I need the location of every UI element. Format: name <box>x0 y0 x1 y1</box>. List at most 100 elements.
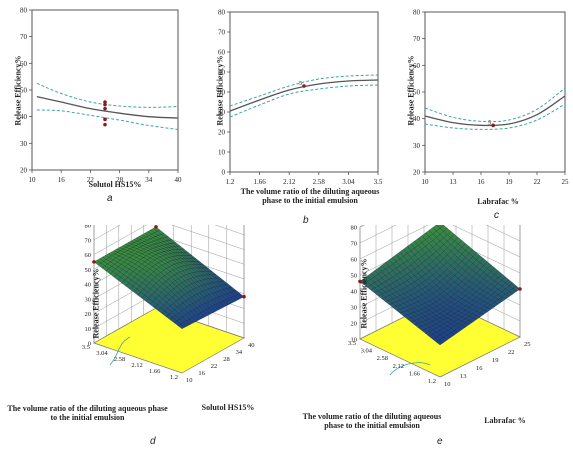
panel-e-y-tick-label: 1.66 <box>409 370 421 377</box>
panel-b-design-point <box>302 84 306 88</box>
panel-d-surface-patch <box>177 323 186 329</box>
panel-a-x-tick-label: 10 <box>29 176 37 184</box>
panel-d-z-tick-label: 0 <box>88 341 91 348</box>
panel-c-x-tick-label: 22 <box>534 178 542 186</box>
panel-d-design-point <box>92 260 96 264</box>
panel-e-design-point <box>358 279 362 284</box>
panel-c-design-point <box>491 123 495 128</box>
panel-d-z-title: Release Efficiency% <box>91 268 101 339</box>
panel-d-surface-plot: 0 10 20 30 40 50 60 70 80 10 16 22 28 34 40 1.2 1.66 2.12… <box>82 225 255 384</box>
panel-d-x-tick-label: 34 <box>236 349 243 356</box>
panel-c-upper-line <box>424 87 566 123</box>
panel-c-lower-line <box>424 103 566 130</box>
panel-e-letter: e <box>437 436 443 447</box>
panel-a-design-point <box>103 117 107 122</box>
panel-a-design-point <box>103 102 107 107</box>
panel-b: Release Efficiency% 1.2 1.66 2.12 2.58 3.04 3… <box>200 0 390 215</box>
panel-d: 0 10 20 30 40 50 60 70 80 10 16 22 28 34 40 1.2 1.66 2.12… <box>0 225 285 449</box>
panel-b-y-tick-label: 40 <box>218 89 226 97</box>
panel-c-y-tick-label: 70 <box>413 35 421 43</box>
panel-c: Release Efficiency% 10 13 16 19 22 25 20 30 40 50… <box>393 0 573 207</box>
panel-c-y-tick-label: 80 <box>413 9 421 17</box>
panel-a: Release Efficiency% 10 16 22 28 34 40 20 30 40 50… <box>0 0 190 205</box>
panel-d-z-tick-label: 50 <box>85 267 92 274</box>
panel-e-z-tick-label: 50 <box>351 273 358 280</box>
panel-a-y-tick-label: 20 <box>20 167 28 175</box>
panel-e-x-tick-label: 13 <box>460 373 467 380</box>
panel-a-fit-line <box>36 96 179 119</box>
panel-e-x-tick-label: 16 <box>476 365 483 372</box>
panel-e-x-tick-label: 25 <box>524 341 531 348</box>
panel-d-z-tick-label: 30 <box>85 296 92 303</box>
panel-a-frame <box>31 9 179 171</box>
panel-e-z-tick-label: 10 <box>351 337 358 344</box>
panel-e-z-tick-label: 70 <box>351 241 358 248</box>
panel-a-x-tick-label: 16 <box>58 176 66 184</box>
panel-d-design-point <box>154 225 158 229</box>
panel-d-wall-grid-line <box>93 225 245 240</box>
panel-b-plot: 1.2 1.66 2.12 2.58 3.04 3.5 0 10 20 30 40 50 60 70 80 5 <box>218 9 383 187</box>
panel-d-floor-contour-line <box>109 336 131 366</box>
panel-b-y-tick-label: 10 <box>218 149 226 157</box>
panel-e-y-tick-label: 3.04 <box>361 348 373 355</box>
panel-b-letter: b <box>303 215 309 226</box>
panel-e: 10 20 30 40 50 60 70 80 10 13 16 19 22 25 1.2 1.66 2.12 2… <box>290 225 573 449</box>
panel-b-x-tick-label: 3.04 <box>342 178 355 186</box>
panel-d-z-tick-label: 10 <box>85 326 92 333</box>
panel-b-y-tick-label: 70 <box>218 29 226 37</box>
panel-b-upper-line <box>229 74 379 107</box>
panel-d-design-point <box>242 294 246 299</box>
panel-a-x-tick-label: 34 <box>145 176 153 184</box>
panel-a-design-point <box>103 122 107 127</box>
panel-c-point-count-label: 5 <box>488 120 491 126</box>
panel-e-x-tick-label: 22 <box>508 349 515 356</box>
panel-b-x-title: The volume ratio of the diluting aqueous… <box>240 187 380 205</box>
panel-a-y-tick-label: 40 <box>20 113 28 121</box>
panel-e-wall-grid-line <box>359 225 521 260</box>
panel-d-z-tick-label: 40 <box>85 282 92 289</box>
panel-e-x-tick-label: 19 <box>492 357 499 364</box>
panel-c-x-tick-label: 25 <box>562 178 570 186</box>
panel-d-y-tick-label: 1.2 <box>170 374 178 381</box>
panel-d-x-tick-label: 28 <box>223 356 230 363</box>
panel-b-y-tick-label: 30 <box>218 109 226 117</box>
panel-a-lower-line <box>36 109 179 130</box>
panel-d-z-tick-label: 80 <box>85 225 92 230</box>
panel-c-x-title: Labrafac % <box>477 197 519 206</box>
panel-b-x-tick-label: 1.66 <box>253 178 266 186</box>
panel-d-x-tick-label: 40 <box>248 342 255 349</box>
panel-e-y-tick-label: 2.12 <box>393 363 404 370</box>
panel-e-floor-contour-line <box>389 362 431 376</box>
panel-e-y-tick-label: 2.58 <box>377 355 388 362</box>
panel-d-z-tick-label: 60 <box>85 252 92 259</box>
panel-d-x-tick-label: 16 <box>198 370 205 377</box>
panel-a-x-tick-label: 22 <box>87 176 95 184</box>
panel-e-z-title: Release Efficiency% <box>359 258 369 329</box>
panel-e-y-title: The volume ratio of the diluting aqueous… <box>302 412 442 430</box>
panel-d-z-tick-label: 20 <box>85 311 92 318</box>
panel-b-y-tick-label: 50 <box>218 69 226 77</box>
panel-b-x-tick-label: 1.2 <box>226 178 235 186</box>
panel-e-z-tick-label: 80 <box>351 225 358 232</box>
panel-e-x-title: Labrafac % <box>484 416 526 425</box>
panel-a-x-tick-label: 40 <box>175 176 183 184</box>
panel-c-x-tick-label: 13 <box>450 178 458 186</box>
panel-d-y-tick-label: 2.12 <box>131 362 142 369</box>
panel-d-x-tick-label: 10 <box>186 377 193 384</box>
panel-d-x-title: Solutol HS15% <box>201 403 255 412</box>
panel-a-y-tick-label: 80 <box>20 7 28 15</box>
panel-b-frame <box>229 11 379 173</box>
panel-c-letter: c <box>494 210 499 221</box>
panel-c-y-tick-label: 30 <box>413 142 421 150</box>
panel-d-y-tick-label: 2.58 <box>114 356 125 363</box>
panel-e-z-tick-label: 60 <box>351 257 358 264</box>
panel-b-x-tick-label: 2.12 <box>283 178 296 186</box>
panel-b-y-tick-label: 20 <box>218 129 226 137</box>
panel-a-design-point <box>103 106 107 111</box>
panel-b-y-tick-label: 0 <box>222 169 226 177</box>
panel-a-y-tick-label: 30 <box>20 140 28 148</box>
panel-d-letter: d <box>150 436 156 447</box>
panel-e-z-tick-label: 30 <box>351 305 358 312</box>
panel-c-fit-line <box>424 95 566 127</box>
panel-a-letter: a <box>107 193 113 204</box>
